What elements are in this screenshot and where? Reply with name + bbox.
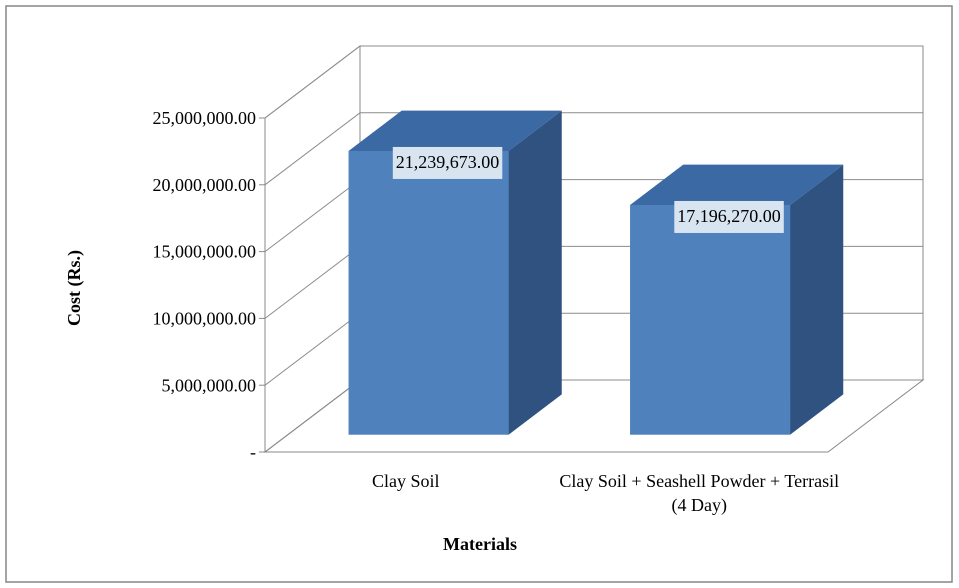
y-tick-label: 10,000,000.00	[153, 309, 257, 329]
value-label: 21,239,673.00	[396, 152, 500, 172]
x-axis-title: Materials	[443, 534, 517, 554]
bar	[630, 204, 791, 435]
y-tick-label: 5,000,000.00	[162, 375, 257, 395]
bar-top	[348, 110, 562, 151]
bar-top	[630, 164, 844, 205]
value-label: 17,196,270.00	[677, 206, 781, 226]
grid-line	[264, 112, 923, 186]
value-label-box	[674, 200, 784, 233]
bar-side	[508, 110, 562, 435]
y-tick-label: 15,000,000.00	[153, 242, 257, 262]
y-axis-title: Cost (Rs.)	[64, 250, 85, 326]
bar-group: 17,196,270.00	[630, 164, 844, 435]
bar	[348, 150, 509, 435]
bar-side	[790, 164, 844, 435]
grid-line	[264, 45, 923, 119]
y-tick-label: 25,000,000.00	[153, 108, 257, 128]
y-tick-label: 20,000,000.00	[153, 175, 257, 195]
y-tick-label: -	[250, 442, 256, 462]
x-tick-label: Clay Soil	[371, 471, 440, 491]
value-label-box	[392, 146, 503, 179]
bar-group: 21,239,673.00	[348, 110, 562, 435]
x-tick-label: Clay Soil + Seashell Powder + Terrasil (…	[559, 471, 840, 515]
